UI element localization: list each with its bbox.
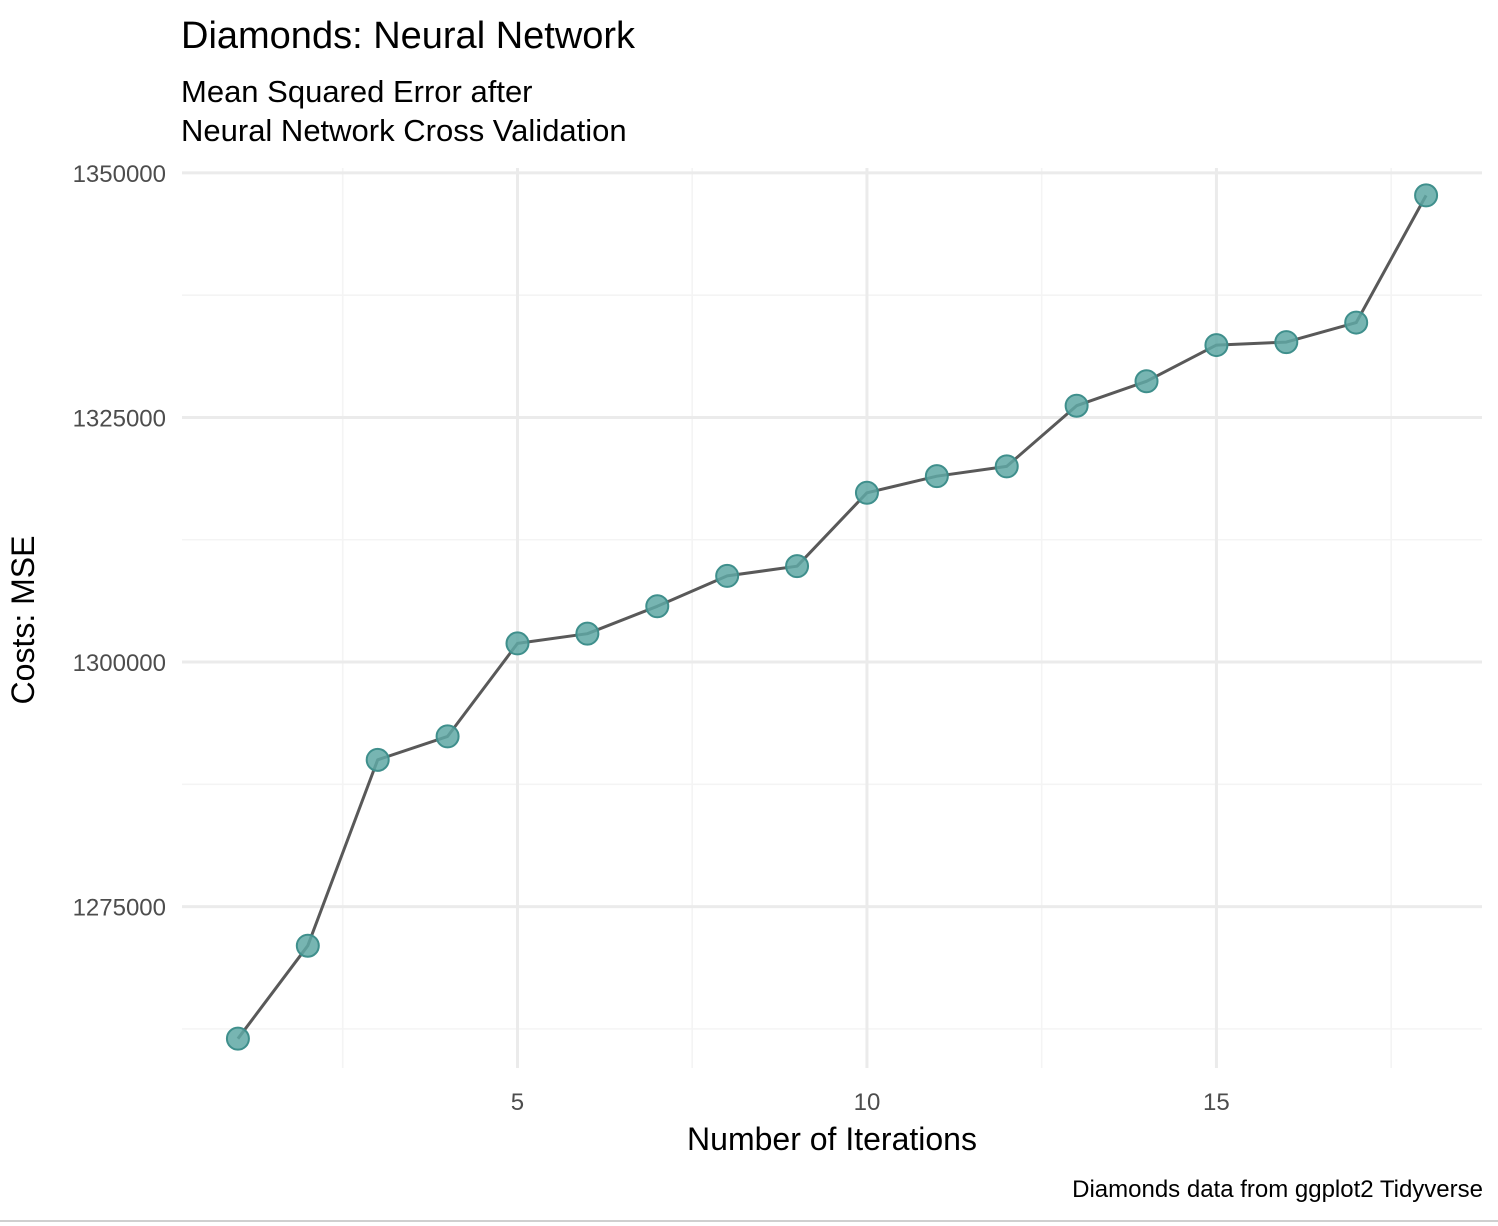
chart-subtitle-line-2: Neural Network Cross Validation bbox=[181, 113, 627, 148]
data-point bbox=[365, 747, 390, 772]
data-point bbox=[854, 480, 879, 505]
data-point bbox=[1134, 369, 1159, 394]
data-point bbox=[1204, 333, 1229, 358]
chart-caption: Diamonds data from ggplot2 Tidyverse bbox=[1072, 1176, 1483, 1203]
data-point bbox=[924, 464, 949, 489]
y-axis-title: Costs: MSE bbox=[5, 536, 41, 705]
point-layer bbox=[225, 183, 1439, 1051]
data-point bbox=[1344, 310, 1369, 335]
data-point bbox=[715, 563, 740, 588]
line-layer bbox=[236, 194, 1428, 1040]
y-tick-label: 1350000 bbox=[73, 161, 166, 188]
tick-layer: 1275000 1300000 1325000 1350000 5 10 15 bbox=[73, 161, 1230, 1116]
chart-title: Diamonds: Neural Network bbox=[181, 15, 636, 57]
data-point bbox=[225, 1026, 250, 1051]
grid-layer bbox=[182, 168, 1482, 1068]
x-tick-label: 10 bbox=[854, 1089, 881, 1116]
data-point bbox=[994, 454, 1019, 479]
data-point bbox=[785, 554, 810, 579]
data-point bbox=[575, 621, 600, 646]
data-point bbox=[295, 933, 320, 958]
x-tick-label: 15 bbox=[1203, 1089, 1230, 1116]
data-point bbox=[505, 631, 530, 656]
series-line bbox=[236, 194, 1428, 1040]
data-point bbox=[435, 724, 460, 749]
data-point bbox=[1414, 183, 1439, 208]
x-tick-label: 5 bbox=[511, 1089, 524, 1116]
data-point bbox=[645, 594, 670, 619]
chart-subtitle-line-1: Mean Squared Error after bbox=[181, 74, 533, 109]
x-axis-title: Number of Iterations bbox=[687, 1121, 977, 1157]
y-tick-label: 1275000 bbox=[73, 895, 166, 922]
y-tick-label: 1300000 bbox=[73, 650, 166, 677]
data-point bbox=[1064, 393, 1089, 418]
data-point bbox=[1274, 330, 1299, 355]
y-tick-label: 1325000 bbox=[73, 405, 166, 432]
